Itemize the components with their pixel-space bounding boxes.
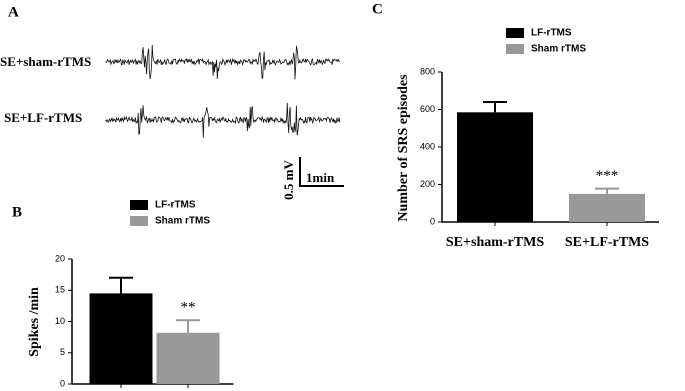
y-axis-label: Spikes /min bbox=[27, 287, 42, 357]
annotation: *** bbox=[596, 168, 619, 184]
error-bar bbox=[483, 101, 507, 113]
eeg-trace bbox=[105, 44, 341, 80]
panel-label: B bbox=[12, 204, 22, 220]
bar bbox=[89, 293, 153, 384]
legend-swatch bbox=[506, 28, 524, 38]
trace-label: SE+sham-rTMS bbox=[0, 54, 91, 69]
y-tick-label: 0 bbox=[60, 378, 65, 388]
y-tick-label: 10 bbox=[55, 316, 65, 326]
legend-label: LF-rTMS bbox=[531, 28, 572, 39]
bar bbox=[457, 112, 533, 222]
legend-label: LF-rTMS bbox=[155, 200, 196, 211]
annotation: ** bbox=[181, 300, 196, 316]
y-tick-label: 200 bbox=[420, 179, 435, 189]
legend-label: Sham rTMS bbox=[155, 216, 210, 227]
bar bbox=[569, 193, 645, 222]
error-bar bbox=[595, 187, 619, 194]
scale-label: 0.5 mV bbox=[281, 160, 296, 200]
y-tick-label: 800 bbox=[420, 66, 435, 76]
legend-swatch bbox=[130, 216, 148, 226]
legend-swatch bbox=[506, 44, 524, 54]
scale-label: 1min bbox=[306, 170, 335, 185]
y-tick-label: 0 bbox=[430, 216, 435, 226]
x-tick-label: SE+LF-rTMS bbox=[565, 235, 649, 250]
panel-label: A bbox=[8, 4, 19, 20]
legend-label: Sham rTMS bbox=[531, 44, 586, 55]
trace-label: SE+LF-rTMS bbox=[4, 110, 82, 125]
y-axis-label: Number of SRS episodes bbox=[396, 74, 411, 222]
y-tick-label: 600 bbox=[420, 104, 435, 114]
y-tick-label: 15 bbox=[55, 285, 65, 295]
bar bbox=[156, 332, 220, 384]
y-tick-label: 20 bbox=[55, 253, 65, 263]
legend-swatch bbox=[130, 200, 148, 210]
error-bar bbox=[176, 319, 200, 333]
panel-label: C bbox=[372, 1, 383, 17]
scale-bar bbox=[299, 157, 344, 187]
eeg-trace bbox=[105, 102, 341, 138]
x-tick-label: SE+sham-rTMS bbox=[446, 235, 544, 250]
y-tick-label: 400 bbox=[420, 141, 435, 151]
error-bar bbox=[109, 276, 133, 294]
y-tick-label: 5 bbox=[60, 347, 65, 357]
